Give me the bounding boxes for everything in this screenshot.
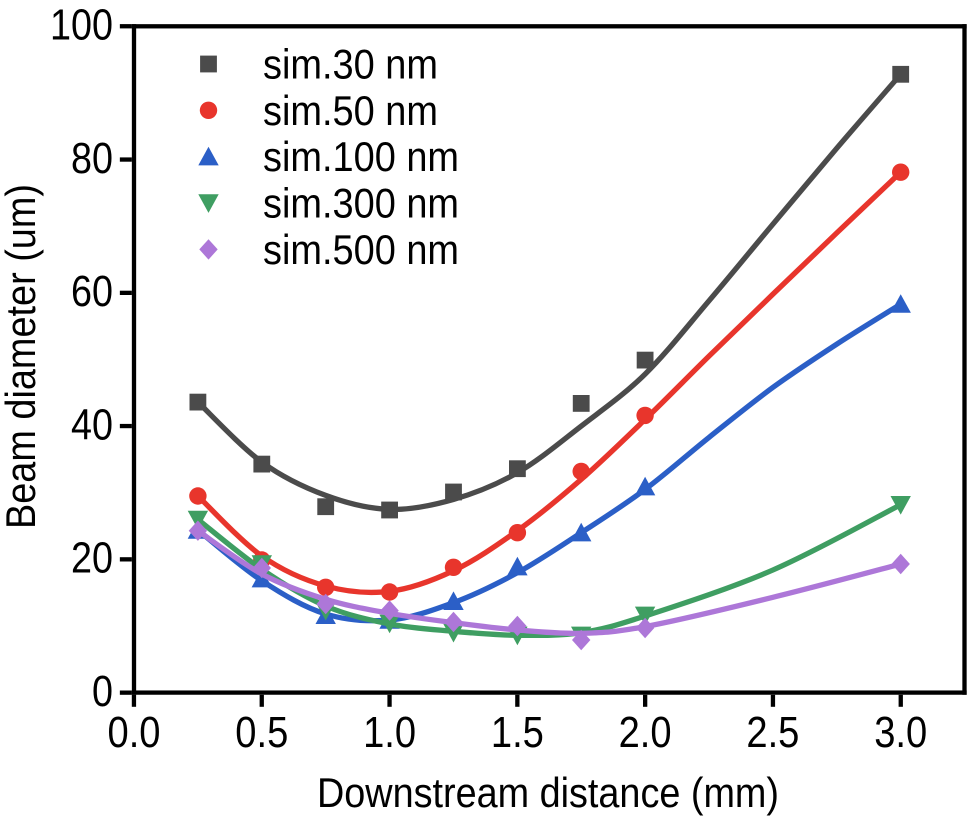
svg-text:sim.500 nm: sim.500 nm	[263, 226, 459, 273]
svg-text:sim.50 nm: sim.50 nm	[263, 87, 438, 134]
svg-text:0.5: 0.5	[235, 708, 288, 757]
svg-text:80: 80	[71, 134, 113, 183]
svg-text:sim.30 nm: sim.30 nm	[263, 41, 438, 88]
svg-text:40: 40	[71, 400, 113, 449]
svg-text:1.5: 1.5	[491, 708, 544, 757]
svg-text:2.5: 2.5	[746, 708, 799, 757]
svg-text:2.0: 2.0	[619, 708, 672, 757]
svg-text:100: 100	[50, 1, 113, 50]
svg-text:0: 0	[92, 667, 113, 716]
svg-text:20: 20	[71, 534, 113, 583]
svg-text:sim.300 nm: sim.300 nm	[263, 180, 459, 227]
svg-text:60: 60	[71, 267, 113, 316]
svg-text:Downstream distance (mm): Downstream distance (mm)	[317, 769, 779, 816]
svg-text:Beam diameter (um): Beam diameter (um)	[0, 184, 44, 529]
svg-text:sim.100 nm: sim.100 nm	[263, 133, 459, 180]
svg-text:1.0: 1.0	[363, 708, 416, 757]
svg-text:0.0: 0.0	[108, 708, 161, 757]
svg-text:3.0: 3.0	[874, 708, 927, 757]
